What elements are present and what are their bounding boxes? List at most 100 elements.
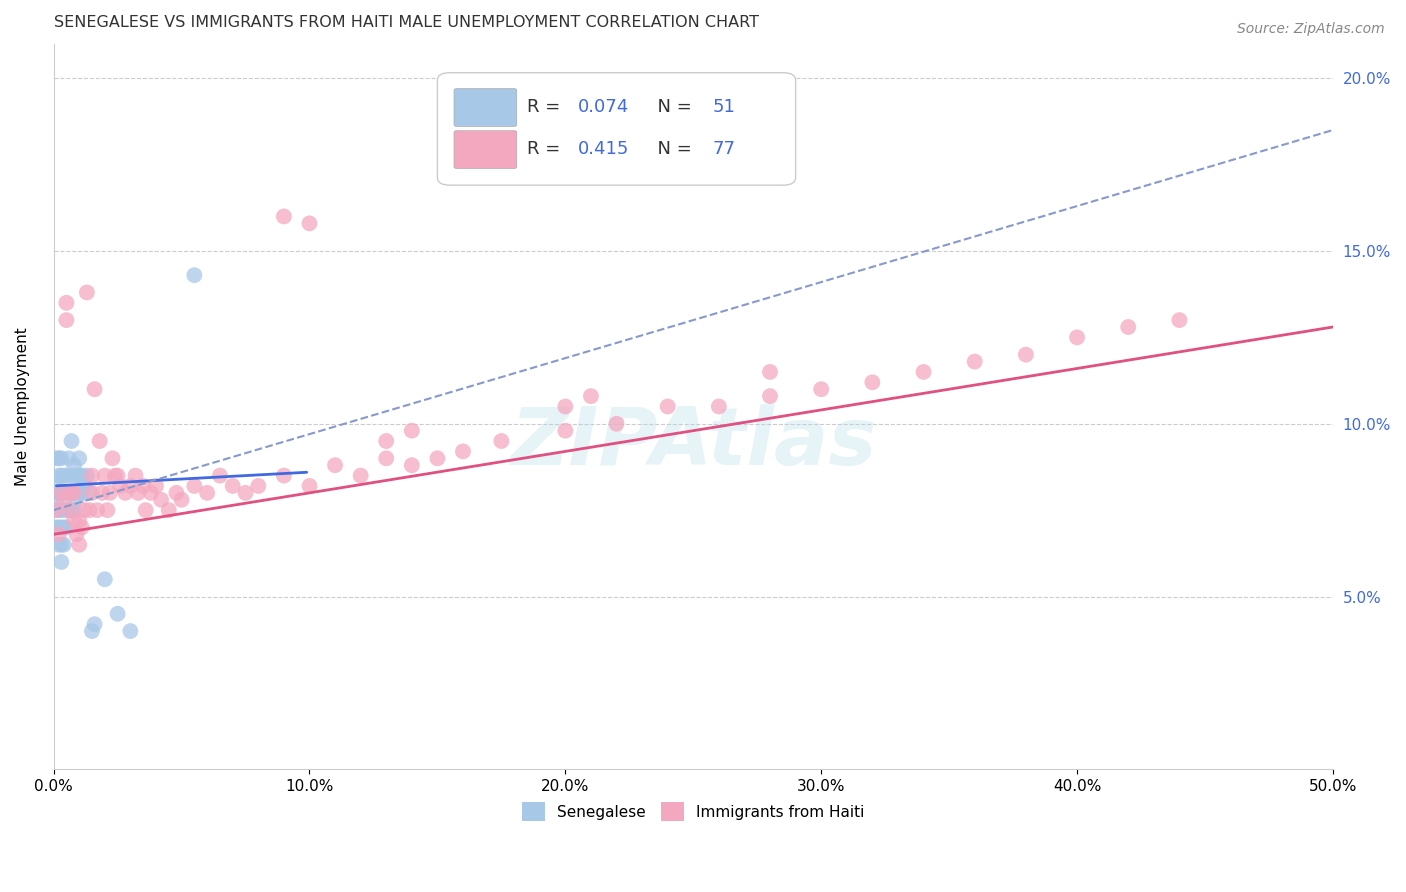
Point	[132, 479, 155, 493]
Point	[127, 486, 149, 500]
Point	[55, 520, 77, 534]
Legend: Senegalese, Immigrants from Haiti: Senegalese, Immigrants from Haiti	[516, 797, 870, 827]
Text: 0.415: 0.415	[578, 140, 630, 158]
FancyBboxPatch shape	[454, 88, 517, 127]
Point	[58, 503, 80, 517]
Point	[273, 468, 295, 483]
Point	[63, 503, 86, 517]
Point	[350, 468, 373, 483]
Point	[51, 555, 73, 569]
Point	[70, 520, 93, 534]
Point	[707, 400, 730, 414]
Point	[235, 486, 257, 500]
Point	[45, 451, 67, 466]
Point	[51, 486, 73, 500]
Point	[139, 486, 162, 500]
Point	[48, 503, 70, 517]
Point	[66, 527, 89, 541]
Point	[145, 479, 167, 493]
Point	[51, 468, 73, 483]
Text: N =: N =	[645, 140, 697, 158]
Point	[63, 514, 86, 528]
Point	[208, 468, 231, 483]
Point	[401, 424, 423, 438]
Point	[73, 479, 96, 493]
Point	[45, 492, 67, 507]
Point	[48, 468, 70, 483]
Point	[94, 572, 117, 586]
Point	[58, 503, 80, 517]
Point	[107, 468, 129, 483]
Point	[401, 458, 423, 473]
Point	[51, 538, 73, 552]
Text: 0.074: 0.074	[578, 98, 630, 116]
Text: R =: R =	[527, 140, 567, 158]
Point	[183, 268, 205, 282]
Point	[247, 479, 270, 493]
Point	[98, 486, 121, 500]
Point	[52, 486, 75, 500]
Point	[96, 503, 118, 517]
Point	[48, 486, 70, 500]
Point	[67, 486, 90, 500]
Point	[759, 389, 782, 403]
Point	[298, 479, 321, 493]
Text: SENEGALESE VS IMMIGRANTS FROM HAITI MALE UNEMPLOYMENT CORRELATION CHART: SENEGALESE VS IMMIGRANTS FROM HAITI MALE…	[53, 15, 759, 30]
Point	[120, 624, 142, 638]
Point	[91, 486, 114, 500]
Point	[52, 538, 75, 552]
Point	[51, 503, 73, 517]
Point	[58, 451, 80, 466]
Point	[107, 607, 129, 621]
Point	[55, 503, 77, 517]
Point	[55, 313, 77, 327]
Point	[52, 520, 75, 534]
Point	[120, 479, 142, 493]
Point	[63, 458, 86, 473]
Point	[45, 503, 67, 517]
Point	[375, 434, 398, 448]
Point	[860, 376, 883, 390]
Point	[80, 486, 103, 500]
Point	[554, 424, 576, 438]
Point	[60, 434, 83, 448]
Point	[86, 503, 108, 517]
Point	[52, 492, 75, 507]
Point	[60, 503, 83, 517]
Point	[80, 468, 103, 483]
Point	[48, 520, 70, 534]
Point	[810, 382, 832, 396]
Point	[170, 492, 193, 507]
Text: Source: ZipAtlas.com: Source: ZipAtlas.com	[1237, 22, 1385, 37]
Point	[150, 492, 173, 507]
Point	[79, 486, 101, 500]
Point	[114, 486, 136, 500]
Point	[63, 486, 86, 500]
Point	[63, 486, 86, 500]
Point	[80, 624, 103, 638]
Point	[67, 514, 90, 528]
Text: N =: N =	[645, 98, 697, 116]
Point	[60, 486, 83, 500]
Point	[55, 468, 77, 483]
Point	[52, 468, 75, 483]
Point	[60, 468, 83, 483]
Point	[579, 389, 602, 403]
Point	[45, 479, 67, 493]
Text: 51: 51	[713, 98, 735, 116]
Point	[491, 434, 513, 448]
Point	[1168, 313, 1191, 327]
Point	[60, 486, 83, 500]
Point	[48, 538, 70, 552]
Point	[1066, 330, 1088, 344]
FancyBboxPatch shape	[454, 131, 517, 169]
Point	[165, 486, 187, 500]
Point	[108, 479, 131, 493]
Point	[298, 216, 321, 230]
Point	[605, 417, 627, 431]
Point	[273, 210, 295, 224]
Point	[426, 451, 449, 466]
Point	[70, 468, 93, 483]
Point	[51, 486, 73, 500]
Point	[76, 285, 98, 300]
